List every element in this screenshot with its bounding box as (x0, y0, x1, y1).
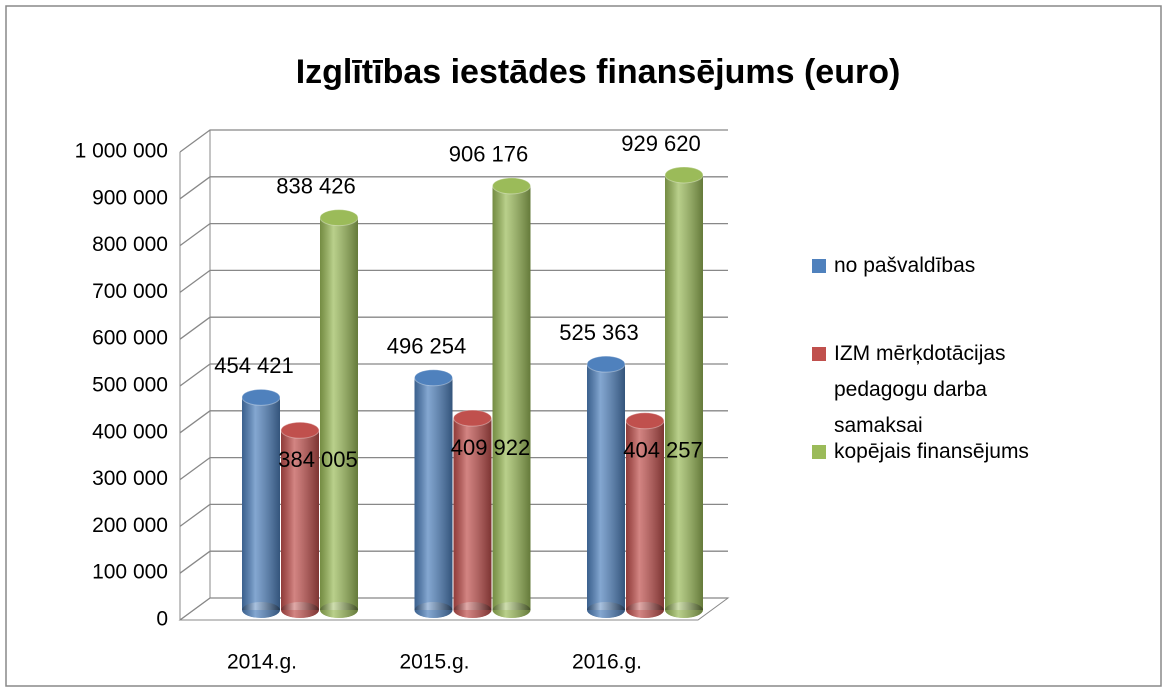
bar-top (414, 369, 453, 387)
y-tick-label: 1 000 000 (75, 140, 168, 163)
legend-item: kopējais finansējums (812, 434, 1094, 470)
grid-line (179, 597, 728, 621)
data-label: 838 426 (276, 173, 356, 198)
bar-shade (281, 430, 319, 610)
legend-item: no pašvaldības (812, 248, 1094, 284)
grid-line (179, 410, 728, 434)
grid-line (179, 269, 728, 293)
data-label: 906 176 (449, 142, 529, 167)
bar-base-shade (281, 602, 319, 618)
y-tick-label: 300 000 (92, 467, 168, 490)
y-tick-label: 400 000 (92, 420, 168, 443)
bar-base-shade (242, 602, 280, 618)
data-label: 496 254 (387, 334, 467, 359)
bar-shade (587, 364, 625, 610)
y-tick-label: 800 000 (92, 233, 168, 256)
grid-line (179, 176, 728, 200)
data-label: 409 922 (451, 435, 531, 460)
legend-label: no pašvaldības (834, 254, 976, 277)
data-label: 384 005 (278, 447, 358, 472)
grid-line (179, 363, 728, 387)
y-tick-label: 900 000 (92, 186, 168, 209)
legend-swatch (812, 347, 826, 361)
legend-item: IZM mērķdotācijas pedagogu darba samaksa… (812, 336, 1044, 444)
grid-line (179, 456, 728, 481)
bar-base-shade (626, 602, 664, 618)
bar-base-shade (587, 602, 625, 618)
bar-base-shade (414, 602, 453, 618)
bar-shade (453, 418, 492, 610)
grid-line (179, 222, 728, 247)
chart-title: Izglītības iestādes finansējums (euro) (296, 53, 901, 91)
bar-shade (414, 377, 453, 610)
bar-shade (626, 420, 664, 610)
data-label: 404 257 (623, 438, 703, 463)
bar-top (664, 166, 704, 184)
bar-top (492, 177, 531, 195)
grid-line (179, 316, 728, 340)
legend-label: IZM mērķdotācijas pedagogu darba samaksa… (834, 342, 1006, 437)
legend-swatch (812, 445, 826, 459)
bar-top (319, 209, 359, 227)
x-tick-label: 2014.g. (227, 651, 297, 674)
grid-line (179, 503, 728, 527)
chart-border (5, 5, 1162, 687)
bar-base-shade (492, 602, 531, 618)
bar-top (453, 409, 492, 427)
bar-shade (665, 174, 703, 610)
bar-base-shade (665, 602, 703, 618)
y-tick-label: 100 000 (92, 561, 168, 584)
data-label: 525 363 (559, 320, 639, 345)
y-tick-label: 200 000 (92, 514, 168, 537)
y-tick-label: 0 (156, 608, 168, 631)
y-tick-label: 500 000 (92, 374, 168, 397)
bar-top (625, 412, 665, 430)
bar-top (280, 421, 320, 439)
y-tick-label: 600 000 (92, 327, 168, 350)
bar-base-shade (453, 602, 492, 618)
bar-shade (492, 185, 531, 610)
legend-swatch (812, 259, 826, 273)
bar-shade (242, 397, 280, 610)
y-tick-label: 700 000 (92, 280, 168, 303)
data-label: 929 620 (621, 131, 701, 156)
legend-label: kopējais finansējums (834, 440, 1029, 463)
data-label: 454 421 (214, 353, 294, 378)
bar-base-shade (320, 602, 358, 618)
bar-top (241, 388, 281, 406)
bar-shade (320, 217, 358, 610)
bar-top (586, 355, 626, 373)
grid-line (179, 129, 728, 153)
x-tick-label: 2016.g. (572, 651, 642, 674)
x-tick-label: 2015.g. (399, 651, 469, 674)
grid-line (179, 550, 728, 574)
